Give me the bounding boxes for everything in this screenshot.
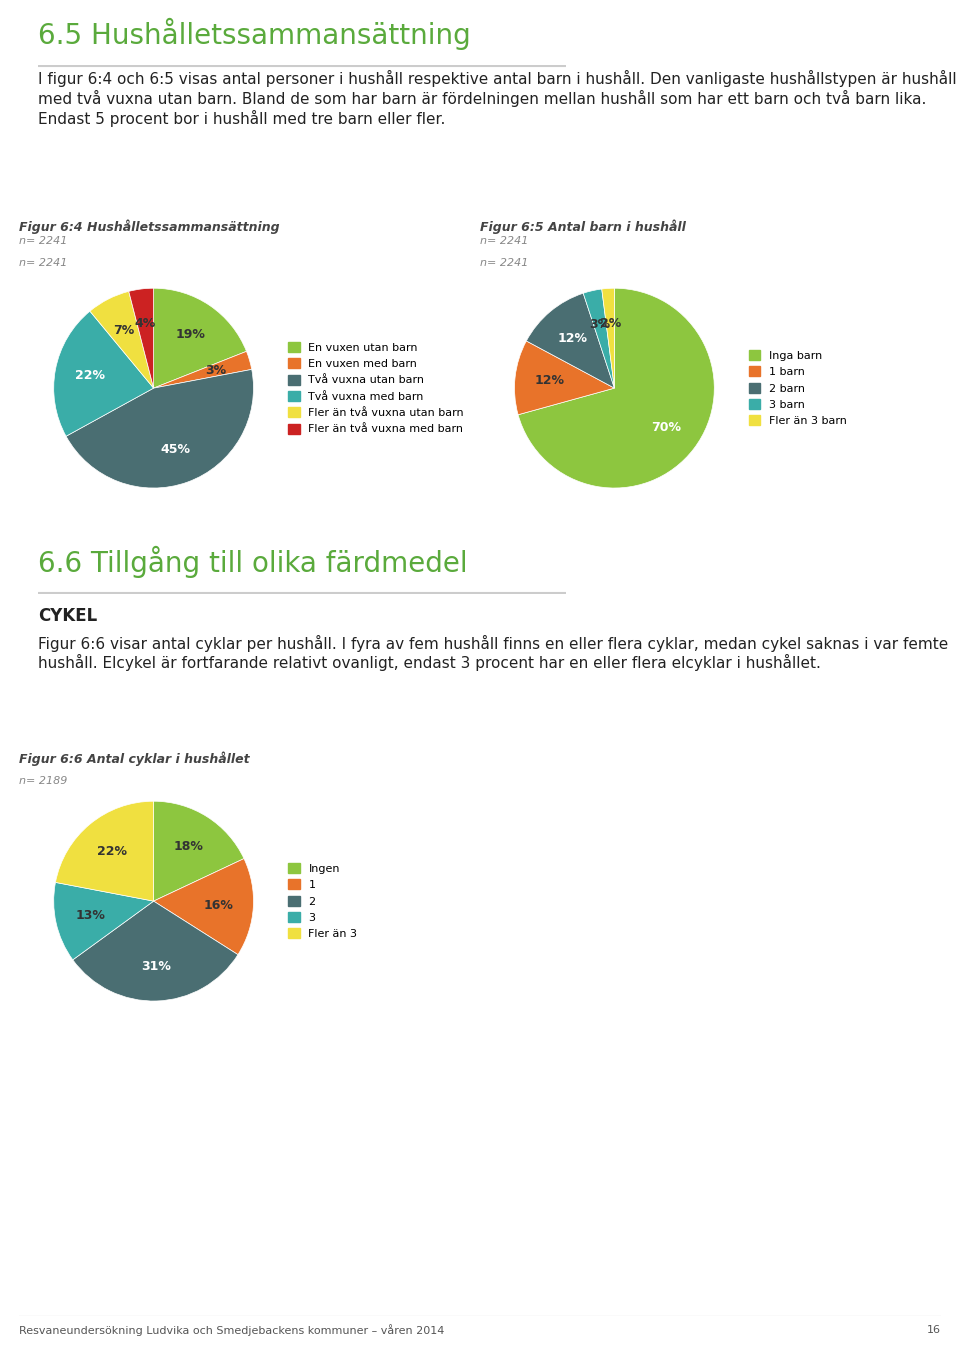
Text: 12%: 12% (535, 374, 564, 387)
Text: 6.5 Hushålletssammansättning: 6.5 Hushålletssammansättning (38, 18, 471, 50)
Text: Figur 6:6 visar antal cyklar per hushåll. I fyra av fem hushåll finns en eller f: Figur 6:6 visar antal cyklar per hushåll… (38, 634, 948, 671)
Text: Figur 6:5 Antal barn i hushåll: Figur 6:5 Antal barn i hushåll (480, 220, 685, 234)
Text: CYKEL: CYKEL (38, 606, 98, 625)
Text: 13%: 13% (75, 909, 106, 922)
Text: 12%: 12% (558, 332, 588, 344)
Text: 7%: 7% (113, 324, 134, 336)
Text: 18%: 18% (174, 840, 204, 853)
Wedge shape (73, 902, 238, 1000)
Text: 3%: 3% (589, 319, 611, 331)
Text: 4%: 4% (134, 317, 156, 331)
Text: n= 2189: n= 2189 (19, 776, 67, 786)
Text: 16%: 16% (204, 899, 233, 911)
Text: 70%: 70% (651, 421, 681, 433)
Wedge shape (54, 883, 154, 960)
Wedge shape (584, 289, 614, 389)
Text: 22%: 22% (97, 845, 128, 857)
Text: n= 2241: n= 2241 (480, 258, 528, 269)
Wedge shape (154, 859, 253, 954)
Text: 2%: 2% (600, 317, 621, 329)
Text: 22%: 22% (75, 370, 105, 382)
Text: n= 2241: n= 2241 (480, 236, 528, 246)
Wedge shape (602, 289, 614, 389)
Wedge shape (54, 310, 154, 436)
Legend: En vuxen utan barn, En vuxen med barn, Två vuxna utan barn, Två vuxna med barn, : En vuxen utan barn, En vuxen med barn, T… (284, 338, 468, 439)
Text: 19%: 19% (175, 328, 205, 342)
Wedge shape (515, 342, 614, 414)
Text: 31%: 31% (141, 960, 171, 972)
Text: 6.6 Tillgång till olika färdmedel: 6.6 Tillgång till olika färdmedel (38, 545, 468, 578)
Wedge shape (90, 292, 154, 389)
Wedge shape (154, 289, 247, 389)
Text: 45%: 45% (160, 443, 191, 456)
Wedge shape (526, 293, 614, 389)
Wedge shape (56, 802, 154, 902)
Text: 3%: 3% (205, 363, 227, 377)
Wedge shape (154, 351, 252, 389)
Text: n= 2241: n= 2241 (19, 258, 67, 269)
Text: Resvaneundersökning Ludvika och Smedjebackens kommuner – våren 2014: Resvaneundersökning Ludvika och Smedjeba… (19, 1324, 444, 1335)
Text: I figur 6:4 och 6:5 visas antal personer i hushåll respektive antal barn i hushå: I figur 6:4 och 6:5 visas antal personer… (38, 70, 957, 127)
Text: Figur 6:4 Hushålletssammansättning: Figur 6:4 Hushålletssammansättning (19, 220, 279, 234)
Legend: Inga barn, 1 barn, 2 barn, 3 barn, Fler än 3 barn: Inga barn, 1 barn, 2 barn, 3 barn, Fler … (745, 346, 852, 431)
Text: Figur 6:6 Antal cyklar i hushållet: Figur 6:6 Antal cyklar i hushållet (19, 752, 250, 765)
Text: 16: 16 (926, 1324, 941, 1335)
Text: n= 2241: n= 2241 (19, 236, 67, 246)
Legend: Ingen, 1, 2, 3, Fler än 3: Ingen, 1, 2, 3, Fler än 3 (284, 859, 362, 944)
Wedge shape (129, 289, 154, 389)
Wedge shape (154, 802, 244, 902)
Wedge shape (518, 289, 714, 487)
Wedge shape (66, 370, 253, 487)
